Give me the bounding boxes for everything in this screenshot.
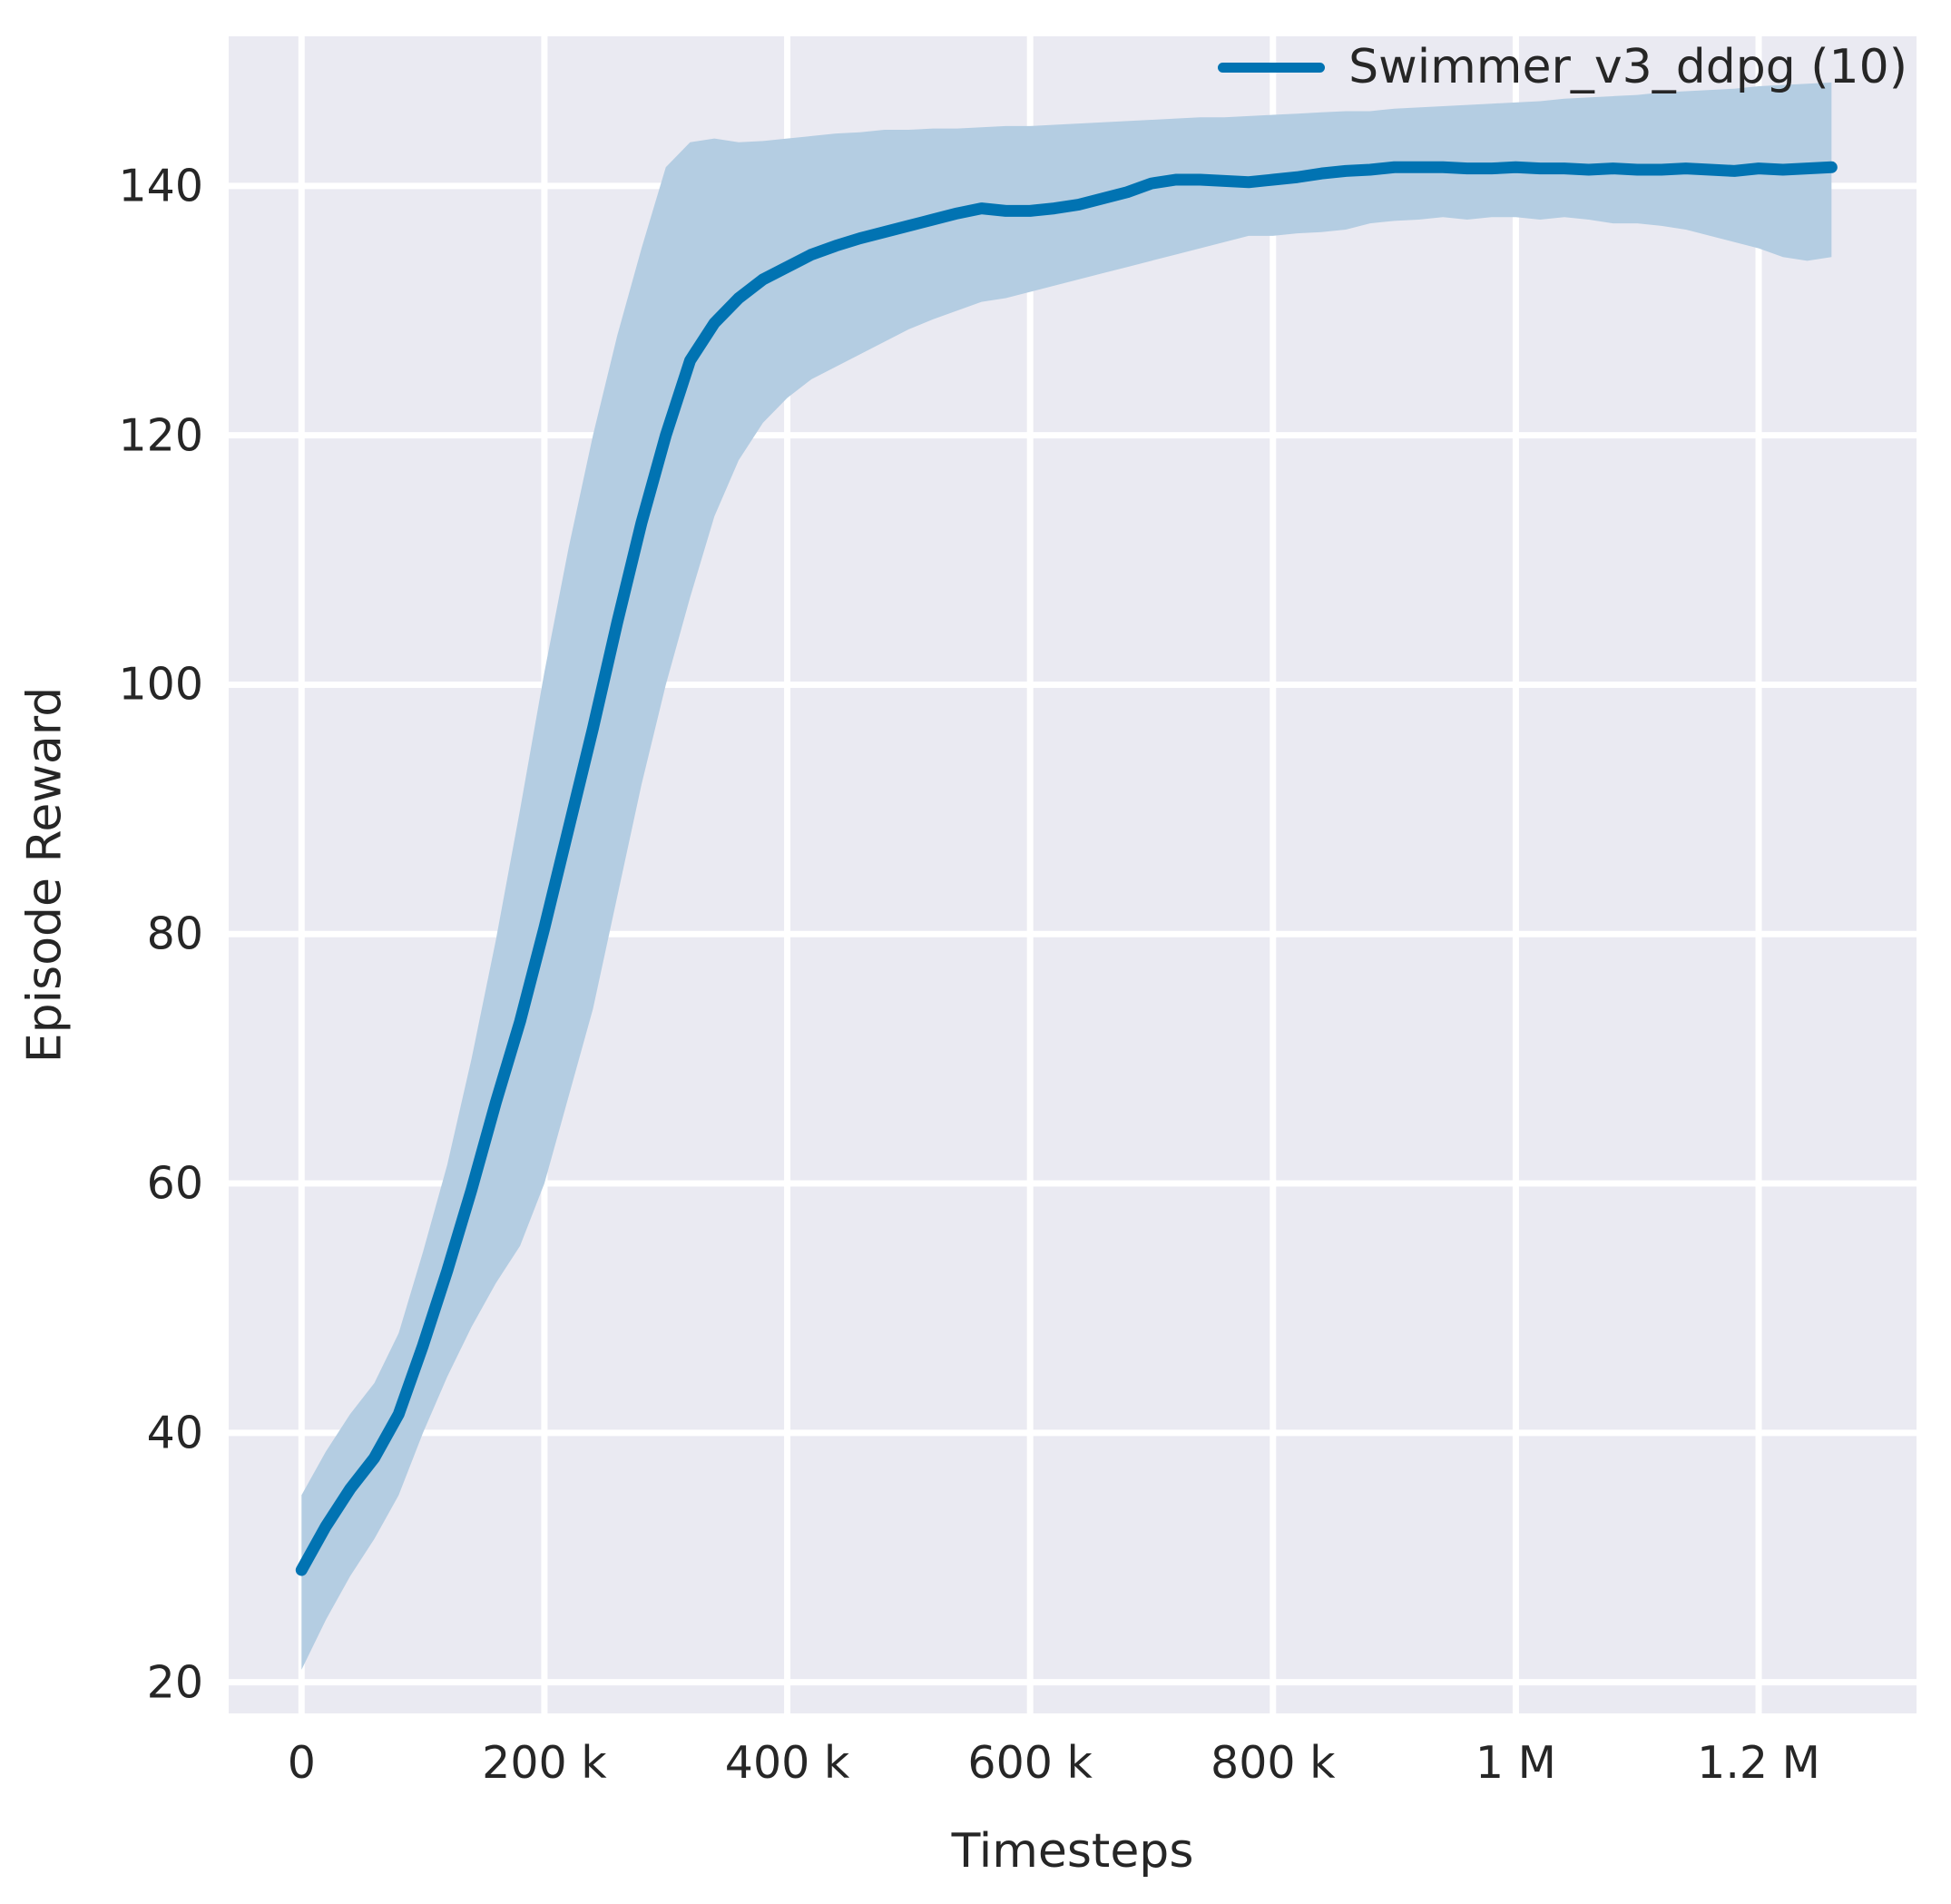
x-tick-label: 400 k bbox=[724, 1737, 850, 1789]
y-tick-label: 20 bbox=[146, 1656, 203, 1709]
y-tick-label: 120 bbox=[118, 409, 203, 462]
legend-line-swatch bbox=[1218, 63, 1326, 74]
legend-label: Swimmer_v3_ddpg (10) bbox=[1348, 40, 1907, 94]
legend[interactable]: Swimmer_v3_ddpg (10) bbox=[1218, 40, 1907, 94]
x-axis-label: Timesteps bbox=[951, 1824, 1194, 1879]
x-tick-label: 1.2 M bbox=[1697, 1737, 1820, 1789]
y-tick-label: 140 bbox=[118, 160, 203, 212]
plot-area bbox=[229, 36, 1917, 1713]
y-tick-label: 100 bbox=[118, 658, 203, 711]
x-tick-label: 800 k bbox=[1211, 1737, 1336, 1789]
y-tick-label: 40 bbox=[146, 1407, 203, 1459]
x-tick-label: 200 k bbox=[482, 1737, 607, 1789]
x-tick-label: 1 M bbox=[1475, 1737, 1556, 1789]
y-tick-label: 80 bbox=[146, 908, 203, 960]
x-tick-label: 600 k bbox=[967, 1737, 1093, 1789]
y-axis-label: Episode Reward bbox=[17, 686, 73, 1064]
data-layer bbox=[295, 82, 1838, 1670]
x-tick-label: 0 bbox=[287, 1737, 316, 1789]
y-tick-label: 60 bbox=[146, 1157, 203, 1210]
